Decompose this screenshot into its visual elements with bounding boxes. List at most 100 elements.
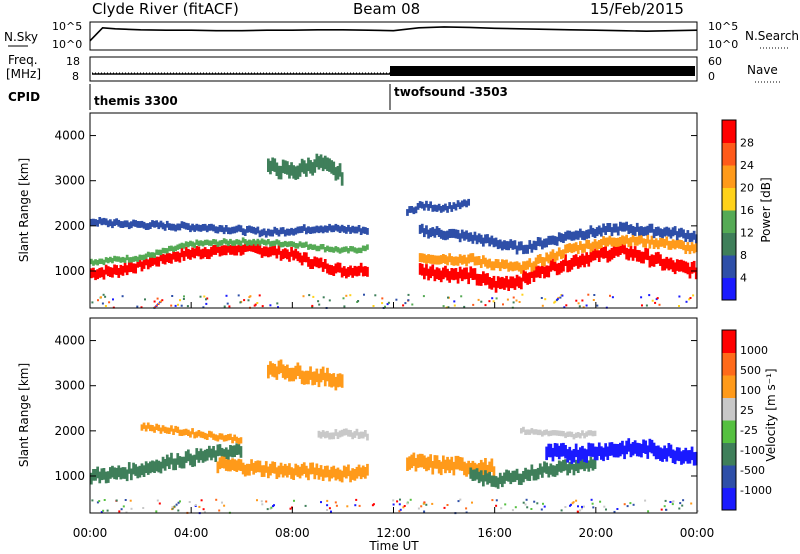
velocity-cell-8-0-9 <box>159 427 163 434</box>
power-cell-3-3-11 <box>517 276 521 289</box>
velocity-cell-5-0-1 <box>547 443 551 458</box>
velocity-echo-94 <box>130 507 133 510</box>
x-tick-0: 00:00 <box>73 526 108 540</box>
power-cell-0-8-7 <box>307 256 310 267</box>
velocity-cell-5-0-2 <box>549 443 553 458</box>
power-echo-124 <box>160 300 162 303</box>
power-cell-0-10-8 <box>359 262 363 273</box>
power-cell-0-7-0 <box>267 247 270 258</box>
power-cell-1-1-16 <box>174 245 178 252</box>
velocity-cell-1-5-10 <box>364 467 367 479</box>
velocity-cell-1-0-11 <box>239 459 243 471</box>
velocity-cell-3-1-9 <box>450 456 454 471</box>
power-cell-3-7-6 <box>608 249 612 262</box>
velocity-cell-0-1-3 <box>121 467 125 479</box>
velocity-cell-8-0-17 <box>176 426 180 433</box>
velocity-colorbar-tick-1: 500 <box>740 364 761 377</box>
velocity-cell-1-5-2 <box>347 464 350 477</box>
power-cell-5-5-5 <box>682 229 685 239</box>
velocity-echo-121 <box>682 499 685 502</box>
power-cell-0-3-10 <box>187 248 190 259</box>
power-cell-3-5-5 <box>555 263 559 276</box>
power-cell-2-0-6 <box>102 217 106 225</box>
velocity-cell-1-3-9 <box>311 462 315 475</box>
velocity-cell-6-1-10 <box>566 431 570 437</box>
power-cell-5-3-18 <box>608 223 612 232</box>
power-cell-4-4-6 <box>633 236 637 246</box>
power-cell-4-5-10 <box>692 244 696 254</box>
velocity-cell-1-2-7 <box>281 465 285 478</box>
velocity-cell-5-3-3 <box>627 438 631 452</box>
velocity-cell-8-1-7 <box>205 433 209 440</box>
velocity-cell-1-1-0 <box>241 462 245 475</box>
velocity-echo-44 <box>96 501 99 504</box>
power-cell-3-4-7 <box>534 266 538 278</box>
velocity-cell-5-2-5 <box>606 446 610 460</box>
power-cell-3-7-5 <box>606 250 610 263</box>
power-cell-0-9-6 <box>330 265 334 275</box>
power-cell-3-8-7 <box>635 249 639 262</box>
power-echo-75 <box>156 297 159 300</box>
power-echo-11 <box>422 295 425 298</box>
velocity-cell-1-5-3 <box>349 470 352 483</box>
velocity-echo-51 <box>678 507 681 510</box>
power-echo-1 <box>349 294 352 297</box>
power-cell-4-2-6 <box>532 261 536 271</box>
velocity-cell-4-3-6 <box>557 460 561 472</box>
power-echo-145 <box>357 300 360 302</box>
power-cell-5-1-8 <box>486 234 489 244</box>
power-ytick-0: 1000 <box>54 264 85 278</box>
power-cell-5-3-9 <box>589 225 593 235</box>
power-echo-71 <box>544 298 547 301</box>
power-echo-45 <box>593 294 596 296</box>
power-cell-0-10-3 <box>349 265 352 276</box>
power-cell-1-1-19 <box>180 242 184 249</box>
power-cell-5-3-5 <box>581 230 584 240</box>
power-cell-6-0-5 <box>277 165 281 180</box>
power-cell-4-3-13 <box>597 240 601 249</box>
power-echo-28 <box>559 296 562 299</box>
power-cell-0-6-5 <box>252 242 256 253</box>
power-cell-4-5-4 <box>680 240 683 249</box>
power-echo-26 <box>472 303 475 306</box>
power-cell-6-2-10 <box>338 163 342 177</box>
power-cell-3-1-8 <box>460 269 464 282</box>
power-cell-4-1-23 <box>517 262 521 272</box>
velocity-cell-0-1-4 <box>123 467 127 479</box>
power-cell-5-3-0 <box>570 231 574 241</box>
power-cell-2-1-6 <box>127 222 131 230</box>
power-colorbar-tick-1: 24 <box>740 159 754 172</box>
velocity-cell-3-1-4 <box>439 461 443 476</box>
power-cell-5-2-7 <box>534 241 538 251</box>
freq-panel-frame <box>89 56 698 82</box>
velocity-cell-5-3-10 <box>642 439 645 453</box>
velocity-echo-75 <box>443 506 446 509</box>
velocity-colorbar-tick-3: 25 <box>740 404 754 417</box>
power-cell-7-0-1 <box>408 206 412 213</box>
power-cell-6-1-8 <box>309 160 312 174</box>
velocity-heatmap <box>90 359 699 515</box>
velocity-cell-5-4-11 <box>669 444 673 459</box>
power-colorbar-frame <box>721 119 737 301</box>
velocity-cell-5-1-2 <box>574 443 578 458</box>
power-ylabel: Slant Range [km] <box>17 158 31 262</box>
velocity-cell-5-4-7 <box>661 448 664 462</box>
velocity-cell-3-1-2 <box>435 455 439 469</box>
power-cell-1-2-12 <box>216 241 220 247</box>
velocity-cell-0-5-9 <box>235 443 239 455</box>
velocity-echo-116 <box>100 511 103 514</box>
velocity-cell-4-4-1 <box>572 464 576 476</box>
velocity-cell-2-1-8 <box>359 431 363 439</box>
power-cell-0-8-0 <box>292 250 296 261</box>
velocity-cell-5-3-5 <box>631 442 635 456</box>
power-cell-5-5-0 <box>671 227 675 237</box>
velocity-cell-0-4-7 <box>205 448 209 461</box>
power-cell-3-8-5 <box>631 249 635 261</box>
power-cell-5-2-8 <box>536 237 540 246</box>
power-cell-2-1-16 <box>149 222 152 229</box>
power-cell-3-10-4 <box>680 259 683 272</box>
velocity-cell-2-1-9 <box>361 431 365 439</box>
velocity-cell-2-1-10 <box>364 430 367 437</box>
velocity-echo-110 <box>581 507 583 510</box>
power-echo-30 <box>641 304 643 307</box>
